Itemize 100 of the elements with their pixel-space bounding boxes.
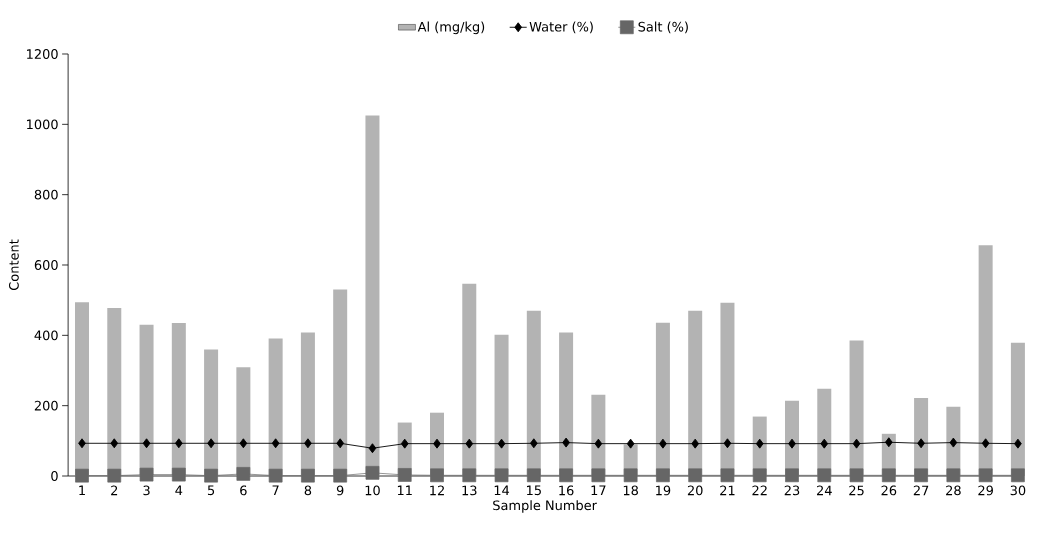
point — [526, 468, 541, 483]
y-tick-label: 200 — [34, 400, 58, 411]
point — [914, 468, 928, 483]
x-tick-label: 27 — [913, 485, 929, 496]
point — [917, 438, 925, 449]
y-axis-title: Content — [9, 239, 19, 291]
x-tick-label: 19 — [656, 485, 671, 496]
point — [1011, 468, 1025, 483]
point — [785, 468, 799, 483]
point — [301, 468, 315, 483]
legend-label: Water (%) — [529, 21, 593, 34]
x-tick-label: 12 — [430, 485, 444, 496]
point — [465, 438, 474, 449]
y-tick-label: 1000 — [27, 119, 58, 130]
y-tick-label: 600 — [34, 260, 58, 270]
x-tick-label: 5 — [207, 485, 215, 496]
x-tick-label: 25 — [849, 485, 864, 496]
x-tick-label: 14 — [494, 485, 510, 495]
x-tick-label: 2 — [111, 485, 118, 496]
point — [559, 468, 573, 483]
x-tick-label: 1 — [79, 485, 85, 495]
point — [78, 438, 86, 449]
y-tick-label: 400 — [34, 330, 58, 341]
x-tick-label: 9 — [336, 485, 344, 496]
point — [688, 468, 703, 483]
x-tick-label: 18 — [623, 485, 638, 496]
x-tick-label: 22 — [752, 485, 767, 496]
point — [723, 438, 732, 449]
x-tick-label: 7 — [272, 485, 279, 495]
x-tick-label: 4 — [175, 485, 183, 495]
x-tick-label: 28 — [946, 485, 961, 496]
point — [142, 438, 151, 449]
point — [530, 438, 538, 449]
x-tick-label: 26 — [881, 485, 897, 496]
point — [139, 467, 154, 482]
point — [368, 443, 377, 454]
point — [623, 468, 638, 483]
x-tick-label: 6 — [240, 485, 247, 496]
point — [268, 468, 283, 483]
x-tick-label: 3 — [143, 485, 150, 496]
point — [107, 468, 122, 483]
point — [397, 468, 412, 482]
point — [207, 438, 215, 449]
point — [271, 438, 280, 449]
point — [400, 438, 409, 449]
point — [752, 468, 767, 483]
x-tick-label: 29 — [978, 485, 993, 496]
point — [946, 468, 961, 483]
point — [978, 468, 993, 483]
point — [462, 468, 477, 483]
point — [494, 468, 509, 483]
point — [817, 468, 832, 483]
x-axis-title: Sample Number — [493, 500, 597, 513]
point — [720, 468, 735, 483]
x-tick-label: 23 — [784, 485, 800, 496]
x-tick-label: 10 — [365, 485, 380, 496]
point — [656, 468, 670, 483]
point — [304, 438, 312, 449]
point — [626, 438, 635, 449]
point — [236, 467, 251, 481]
y-tick-label: 0 — [51, 471, 58, 481]
x-tick-label: 20 — [687, 485, 703, 496]
point — [239, 438, 248, 449]
point — [852, 438, 861, 449]
point — [849, 468, 864, 483]
x-tick-label: 8 — [304, 485, 312, 496]
x-tick-label: 17 — [591, 485, 606, 495]
y-tick-label: 800 — [34, 189, 58, 200]
x-tick-label: 13 — [462, 485, 477, 496]
y-tick-label: 1200 — [27, 49, 58, 59]
point — [981, 438, 990, 449]
point — [110, 438, 119, 449]
x-tick-label: 21 — [720, 485, 735, 496]
x-tick-label: 16 — [559, 485, 574, 496]
point — [365, 465, 380, 480]
x-tick-label: 11 — [397, 485, 412, 495]
point — [171, 467, 186, 482]
point — [333, 468, 348, 483]
legend-label: Al (mg/kg) — [417, 21, 485, 35]
point — [885, 437, 893, 448]
point — [594, 438, 603, 449]
legend-label: Salt (%) — [638, 21, 688, 34]
point — [949, 437, 958, 448]
x-tick-label: 15 — [527, 485, 541, 496]
point — [562, 437, 570, 448]
point — [820, 438, 829, 449]
point — [204, 468, 218, 483]
point — [755, 438, 764, 449]
point — [430, 468, 444, 483]
point — [175, 438, 183, 449]
x-tick-label: 30 — [1010, 485, 1026, 496]
point — [659, 438, 667, 449]
point — [881, 468, 896, 483]
point — [433, 438, 441, 449]
point — [788, 438, 796, 449]
point — [1014, 438, 1022, 449]
point — [336, 438, 345, 449]
point — [691, 438, 700, 449]
point — [75, 468, 89, 483]
point — [497, 438, 506, 449]
